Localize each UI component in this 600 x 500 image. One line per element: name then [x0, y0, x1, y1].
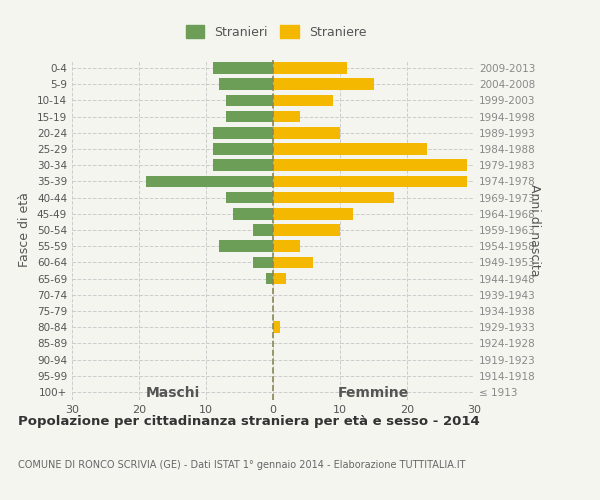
Bar: [212, 62, 273, 74]
Bar: [212, 127, 273, 138]
Bar: [226, 94, 273, 106]
Bar: [266, 272, 273, 284]
Bar: [253, 224, 273, 236]
Bar: [273, 78, 373, 90]
Text: COMUNE DI RONCO SCRIVIA (GE) - Dati ISTAT 1° gennaio 2014 - Elaborazione TUTTITA: COMUNE DI RONCO SCRIVIA (GE) - Dati ISTA…: [18, 460, 466, 470]
Bar: [220, 78, 273, 90]
Bar: [212, 143, 273, 155]
Bar: [146, 176, 273, 188]
Bar: [233, 208, 273, 220]
Bar: [253, 256, 273, 268]
Bar: [273, 322, 280, 333]
Bar: [273, 256, 313, 268]
Y-axis label: Anni di nascita: Anni di nascita: [528, 184, 541, 276]
Bar: [273, 192, 394, 203]
Y-axis label: Fasce di età: Fasce di età: [19, 192, 31, 268]
Bar: [273, 143, 427, 155]
Bar: [273, 111, 300, 122]
Bar: [273, 224, 340, 236]
Bar: [273, 62, 347, 74]
Text: Maschi: Maschi: [145, 386, 200, 400]
Bar: [273, 127, 340, 138]
Bar: [226, 192, 273, 203]
Bar: [273, 240, 300, 252]
Bar: [212, 160, 273, 171]
Text: Popolazione per cittadinanza straniera per età e sesso - 2014: Popolazione per cittadinanza straniera p…: [18, 415, 480, 428]
Bar: [273, 160, 467, 171]
Legend: Stranieri, Straniere: Stranieri, Straniere: [182, 21, 370, 42]
Bar: [273, 176, 467, 188]
Text: Femmine: Femmine: [338, 386, 409, 400]
Bar: [273, 94, 334, 106]
Bar: [226, 111, 273, 122]
Bar: [273, 272, 286, 284]
Bar: [273, 208, 353, 220]
Bar: [220, 240, 273, 252]
